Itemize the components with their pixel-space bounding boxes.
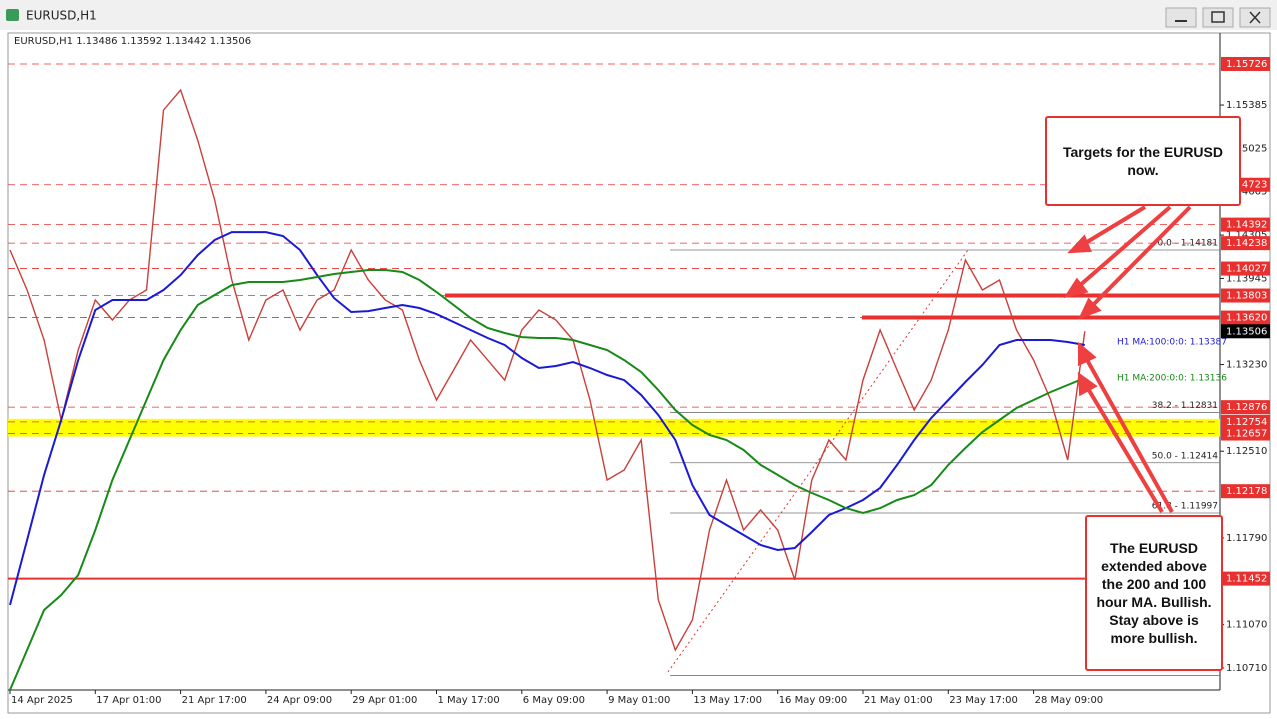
arrow-head <box>1078 341 1097 367</box>
moving-average-line <box>9 269 1086 691</box>
x-tick-label: 21 May 01:00 <box>864 695 933 706</box>
legend-label: H1 MA:200:0:0: 1.13136 <box>1117 374 1227 384</box>
y-tick-label: 1.10710 <box>1226 663 1267 674</box>
title-bar <box>0 0 1277 30</box>
y-tick-label: 1.11790 <box>1226 533 1267 544</box>
arrows <box>1063 205 1192 514</box>
chart-header: EURUSD,H1 1.13486 1.13592 1.13442 1.1350… <box>14 36 251 47</box>
level-tag-label: 1.15726 <box>1226 59 1267 70</box>
fib-trend-line <box>667 249 969 673</box>
level-tag-box <box>1221 426 1270 441</box>
window-icon <box>6 9 19 21</box>
level-tag-box <box>1221 400 1270 415</box>
arrow <box>1088 205 1192 310</box>
level-tag-label: 1.12178 <box>1226 486 1267 497</box>
x-tick-label: 13 May 17:00 <box>693 695 762 706</box>
level-tag-box <box>1221 236 1270 251</box>
level-tag-label: 1.12876 <box>1226 402 1267 413</box>
arrow <box>1076 205 1172 289</box>
level-tag-label: 1.13620 <box>1226 313 1267 324</box>
y-tick-label: 1.12510 <box>1226 446 1267 457</box>
x-tick-label: 14 Apr 2025 <box>11 695 73 706</box>
y-tick-label: 1.14305 <box>1226 230 1267 241</box>
arrow <box>1085 385 1164 514</box>
moving-average-line <box>9 231 1085 606</box>
x-tick-label: 1 May 17:00 <box>438 695 500 706</box>
level-tag-label: 1.11452 <box>1226 574 1267 585</box>
maximize-button[interactable] <box>1202 7 1234 28</box>
arrow <box>1080 205 1147 247</box>
arrow-head <box>1063 277 1089 299</box>
price-line <box>9 88 1086 652</box>
level-tag-label: 1.14392 <box>1226 220 1267 231</box>
arrow-head <box>1067 234 1092 254</box>
level-tag-box <box>1221 56 1270 71</box>
level-tag-box <box>1221 310 1270 325</box>
x-tick-label: 9 May 01:00 <box>608 695 670 706</box>
level-tag-label: 1.12657 <box>1226 429 1267 440</box>
level-tag-label: 1.13803 <box>1226 291 1267 302</box>
level-tag-label: 1.14723 <box>1226 180 1267 191</box>
level-tag-label: 1.14027 <box>1226 264 1267 275</box>
minimize-button[interactable] <box>1165 7 1197 28</box>
legend-label: H1 MA:100:0:0: 1.13387 <box>1117 338 1227 348</box>
window-buttons <box>1165 7 1271 28</box>
y-tick-label: 1.14665 <box>1226 187 1267 198</box>
x-tick-label: 28 May 09:00 <box>1035 695 1104 706</box>
current-price-tag-box <box>1221 324 1270 339</box>
x-tick-label: 29 Apr 01:00 <box>352 695 417 706</box>
support-zone <box>8 418 1220 437</box>
annotation-box: The EURUSD extended above the 200 and 10… <box>1085 515 1223 671</box>
axis-layer: 1.15385 1.15025 1.14665 1.14305 1.13945 1.132… <box>9 56 1270 706</box>
level-tag-box <box>1221 261 1270 276</box>
plot-layer: H1 MA:100:0:0: 1.13387 H1 MA:200:0:0: 1.1… <box>9 88 1227 691</box>
arrow-head <box>1078 297 1102 320</box>
fib-label: 38.2 - 1.12831 <box>1152 401 1218 411</box>
close-icon <box>1249 11 1261 24</box>
y-tick-label: 1.13945 <box>1226 273 1267 284</box>
y-tick-label: 1.15025 <box>1226 143 1267 154</box>
fib-label: 50.0 - 1.12414 <box>1152 451 1218 461</box>
level-tag-box <box>1221 288 1270 303</box>
x-tick-label: 23 May 17:00 <box>949 695 1018 706</box>
x-tick-label: 24 Apr 09:00 <box>267 695 332 706</box>
x-tick-label: 6 May 09:00 <box>523 695 585 706</box>
arrow-head <box>1077 371 1098 397</box>
annotation-box: Targets for the EURUSD now. <box>1045 116 1241 206</box>
arrow <box>1084 357 1174 513</box>
window-title: EURUSD,H1 <box>26 9 97 23</box>
fib-label: 61.8 - 1.11997 <box>1152 501 1218 511</box>
level-tag-box <box>1221 571 1270 586</box>
level-tag-box <box>1221 414 1270 429</box>
x-tick-label: 17 Apr 01:00 <box>96 695 161 706</box>
level-tag-label: 1.12754 <box>1226 417 1267 428</box>
y-tick-label: 1.13230 <box>1226 360 1267 371</box>
y-tick-label: 1.11070 <box>1226 620 1267 631</box>
level-tag-label: 1.14238 <box>1226 238 1267 249</box>
x-tick-label: 16 May 09:00 <box>779 695 848 706</box>
level-tag-box <box>1221 217 1270 232</box>
level-tag-box <box>1221 484 1270 499</box>
x-tick-label: 21 Apr 17:00 <box>182 695 247 706</box>
maximize-icon <box>1211 11 1225 23</box>
y-tick-label: 1.15385 <box>1226 100 1267 111</box>
current-price-tag-label: 1.13506 <box>1226 326 1267 337</box>
